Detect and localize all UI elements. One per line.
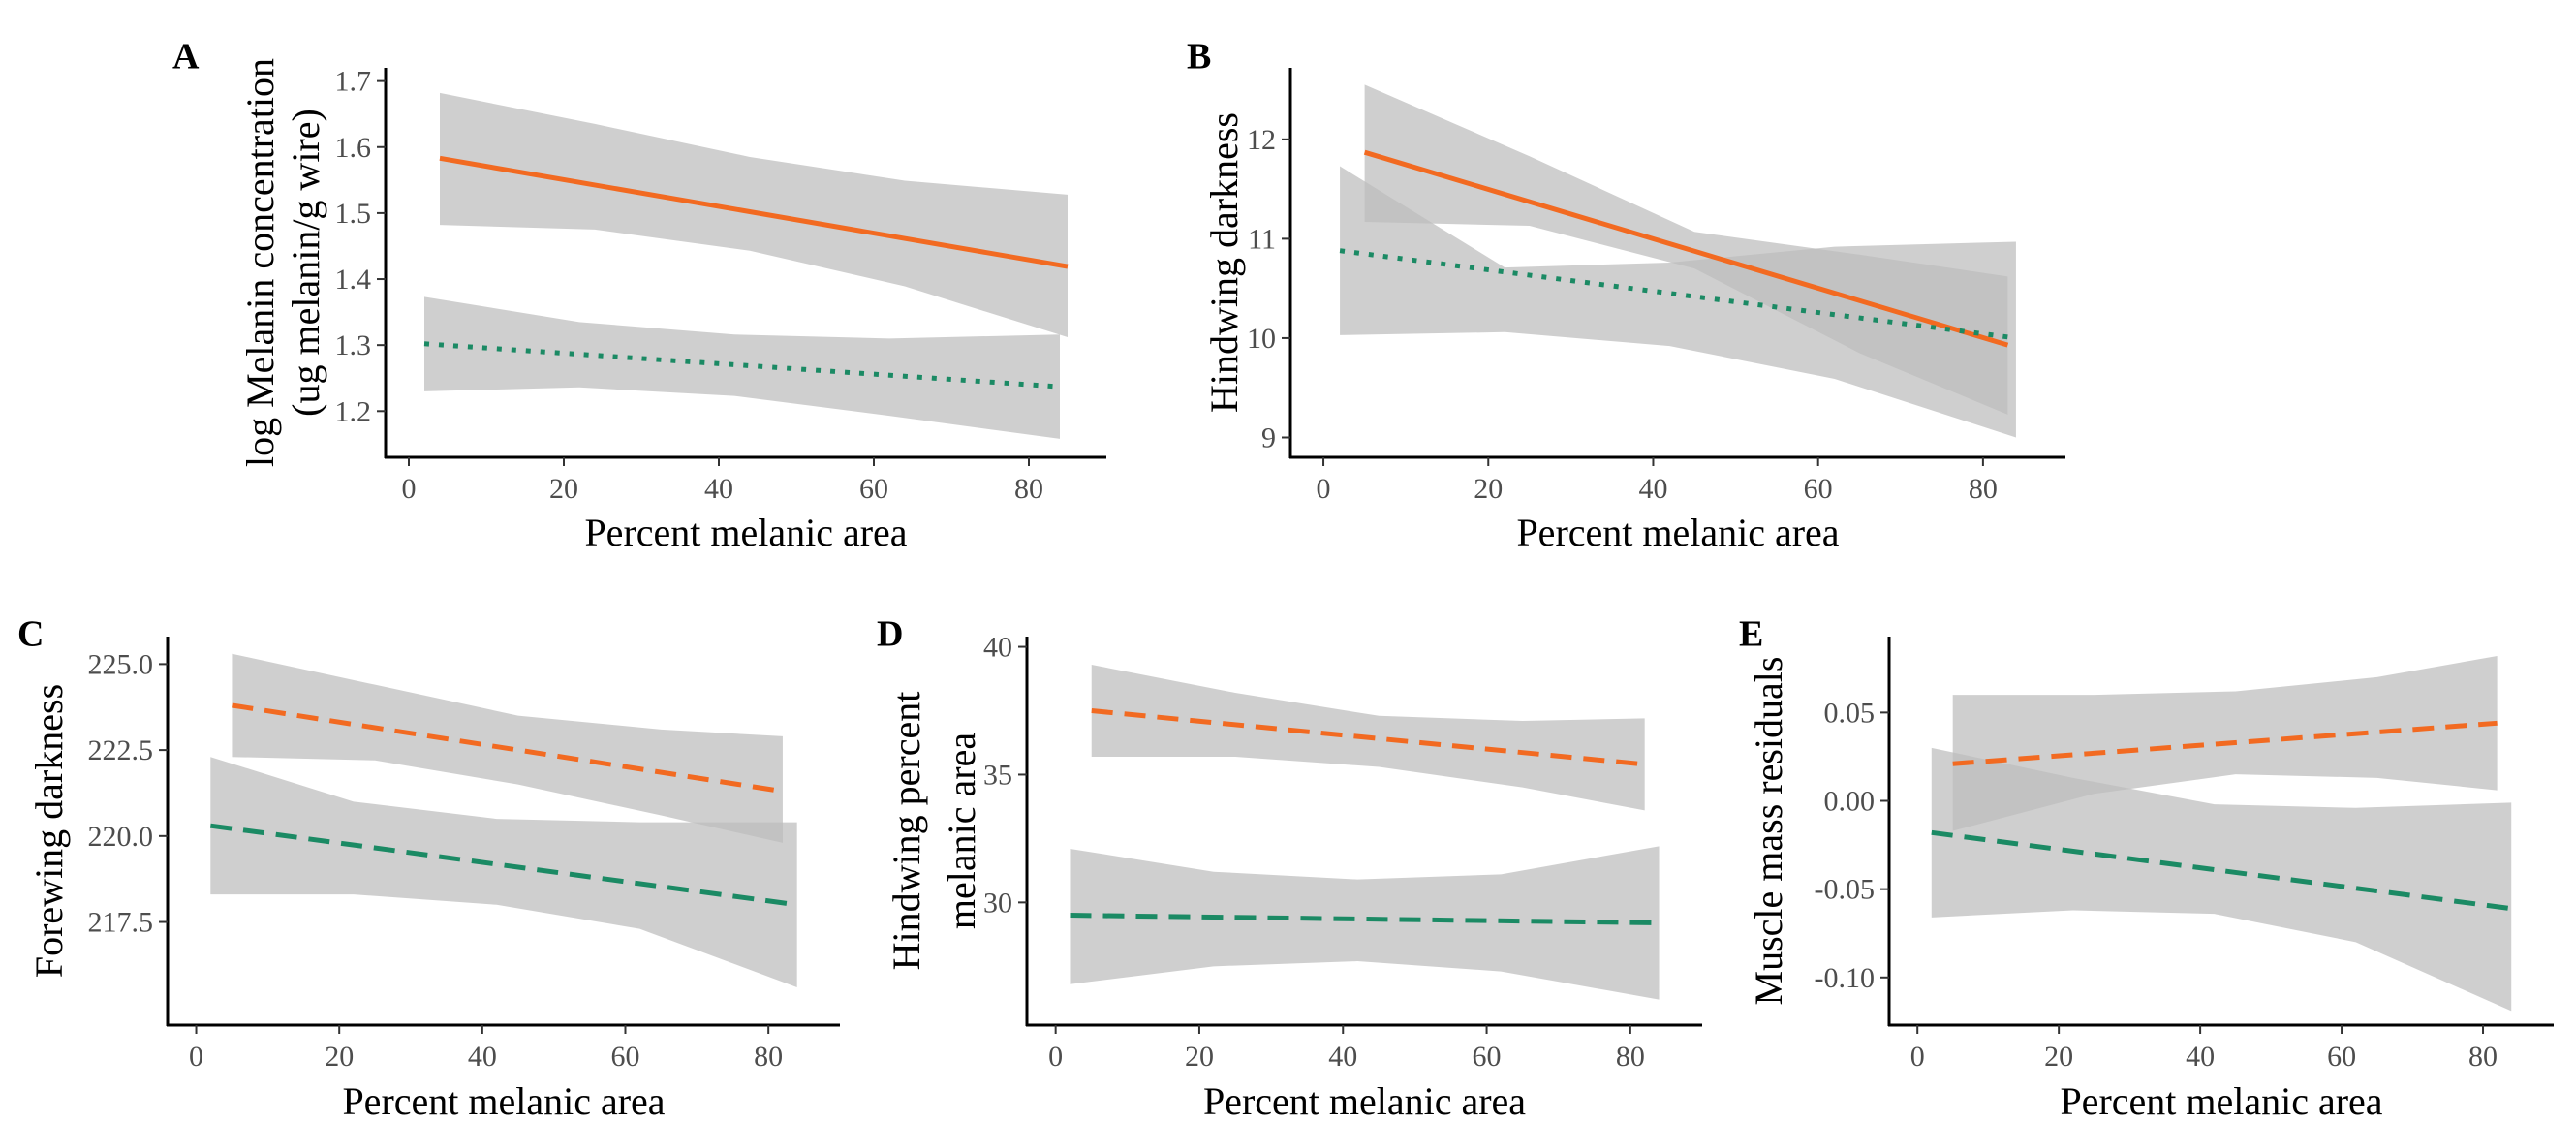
- x-axis-title: Percent melanic area: [1516, 511, 1839, 554]
- y-axis-title: log Melanin concentration: [238, 58, 282, 467]
- y-tick-label: 1.3: [335, 329, 372, 361]
- x-axis-title: Percent melanic area: [2060, 1079, 2382, 1123]
- y-axis-title: Hindwing darkness: [1202, 112, 1246, 413]
- y-tick-label: 1.2: [335, 395, 372, 427]
- panel-letter: C: [17, 613, 44, 654]
- x-tick-label: 0: [189, 1041, 203, 1073]
- x-tick-label: 0: [1317, 473, 1331, 505]
- y-tick-label: -0.10: [1815, 962, 1876, 994]
- y-axis-title: (ug melanin/g wire): [284, 109, 327, 417]
- confidence-band-green: [1070, 846, 1660, 1000]
- panel-letter: D: [877, 613, 903, 654]
- y-tick-label: 0.05: [1824, 697, 1876, 729]
- fit-line-orange: [1952, 720, 2498, 766]
- y-tick-label: 10: [1247, 323, 1276, 355]
- y-tick-label: 9: [1261, 421, 1276, 453]
- x-tick-label: 80: [1969, 473, 1998, 505]
- fit-line-orange: [1363, 149, 2009, 348]
- y-tick-label: 30: [983, 887, 1012, 919]
- x-tick-label: 60: [1473, 1041, 1502, 1073]
- fit-line-green: [423, 341, 1061, 390]
- y-tick-label: 220.0: [88, 821, 154, 853]
- y-tick-label: 35: [983, 759, 1012, 791]
- y-tick-label: 40: [983, 632, 1012, 664]
- fit-line-orange: [232, 702, 784, 795]
- x-tick-label: 20: [1474, 473, 1503, 505]
- y-axis-title: Forewing darkness: [27, 684, 71, 978]
- y-tick-label: 12: [1247, 124, 1276, 156]
- x-tick-label: 20: [2044, 1041, 2073, 1073]
- confidence-band-green: [210, 757, 797, 987]
- x-axis-title: Percent melanic area: [1203, 1079, 1526, 1123]
- x-tick-label: 40: [468, 1041, 497, 1073]
- x-axis-title: Percent melanic area: [584, 511, 907, 554]
- y-axis-title: Hindwing percent: [885, 692, 928, 971]
- confidence-band-orange: [440, 92, 1068, 337]
- y-tick-label: -0.05: [1815, 874, 1876, 906]
- x-tick-label: 20: [325, 1041, 354, 1073]
- panel-c: 0 20 40 60 80 217.5 220.0 222.5 225.0 Percent mel…: [17, 613, 840, 1123]
- x-tick-label: 20: [549, 473, 578, 505]
- y-tick-label: 1.6: [335, 132, 372, 164]
- x-tick-label: 80: [754, 1041, 783, 1073]
- x-tick-label: 0: [1048, 1041, 1063, 1073]
- panel-a: 0 20 40 60 80 1.2 1.3 1.4 1.5 1.6 1.7 Percent melan…: [172, 36, 1106, 554]
- x-tick-label: 20: [1185, 1041, 1214, 1073]
- y-tick-label: 1.7: [335, 66, 372, 98]
- confidence-band-green: [424, 296, 1060, 439]
- y-tick-label: 1.5: [335, 198, 372, 230]
- x-axis-title: Percent melanic area: [342, 1079, 665, 1123]
- fit-line-orange: [1091, 708, 1645, 767]
- panel-b: 0 20 40 60 80 9 10 11 12 Percent melanic area Hind…: [1187, 36, 2065, 554]
- panel-letter: B: [1187, 36, 1211, 77]
- y-tick-label: 222.5: [88, 734, 154, 766]
- confidence-band-green: [1340, 166, 2016, 438]
- x-tick-label: 80: [2468, 1041, 2498, 1073]
- x-tick-label: 0: [402, 473, 417, 505]
- confidence-band-green: [1931, 747, 2512, 1012]
- fit-line-orange: [439, 155, 1069, 269]
- x-tick-label: 40: [1328, 1041, 1357, 1073]
- x-tick-label: 60: [2327, 1041, 2356, 1073]
- x-tick-label: 0: [1910, 1041, 1925, 1073]
- x-tick-label: 60: [1804, 473, 1833, 505]
- x-tick-label: 40: [1638, 473, 1667, 505]
- x-tick-label: 60: [611, 1041, 640, 1073]
- x-tick-label: 40: [704, 473, 733, 505]
- y-tick-label: 11: [1248, 223, 1276, 255]
- x-tick-label: 80: [1616, 1041, 1645, 1073]
- panel-d: 0 20 40 60 80 30 35 40 Percent melanic area Hindw…: [877, 613, 1702, 1123]
- x-tick-label: 40: [2186, 1041, 2215, 1073]
- y-axis-title: Muscle mass residuals: [1747, 657, 1790, 1006]
- panel-letter: E: [1739, 613, 1763, 654]
- x-tick-label: 80: [1014, 473, 1043, 505]
- y-tick-label: 0.00: [1824, 786, 1876, 818]
- y-tick-label: 225.0: [88, 648, 154, 680]
- panel-e: 0 20 40 60 80 -0.10 -0.05 0.00 0.05 Percent melan…: [1739, 613, 2554, 1123]
- y-tick-label: 217.5: [88, 907, 154, 939]
- fit-line-green: [1339, 248, 2017, 341]
- y-axis-title: melanic area: [940, 733, 983, 929]
- x-tick-label: 60: [859, 473, 888, 505]
- panel-letter: A: [172, 36, 200, 77]
- y-tick-label: 1.4: [335, 264, 372, 296]
